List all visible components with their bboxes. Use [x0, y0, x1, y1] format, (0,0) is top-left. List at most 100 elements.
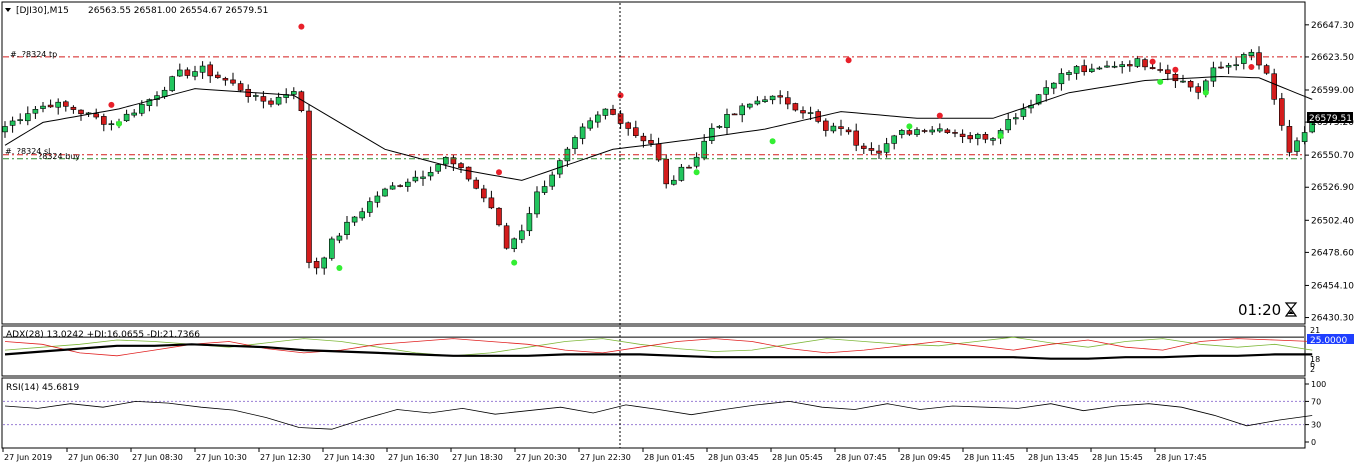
candle-body: [480, 188, 487, 199]
candle: [1165, 64, 1171, 81]
candle-body: [845, 129, 852, 133]
candle-body: [579, 126, 586, 139]
candle: [708, 123, 715, 144]
candle: [359, 207, 366, 221]
adx-line: [4, 343, 1313, 360]
candle: [1073, 64, 1080, 80]
adx-tick-label: 18: [1310, 355, 1320, 364]
candle-body: [724, 114, 730, 128]
candle-body: [1210, 67, 1217, 82]
candle-body: [974, 134, 981, 139]
candle: [351, 215, 358, 226]
red-fractal-marker: [617, 92, 624, 99]
candle-body: [24, 113, 31, 122]
candle: [344, 216, 350, 240]
candle: [2, 121, 8, 138]
candle-body: [108, 123, 115, 126]
candle: [914, 127, 920, 137]
candle-body: [549, 174, 556, 187]
price-tick-label: 26647.30: [1311, 21, 1354, 31]
candle: [830, 122, 837, 134]
rsi-plot-layer: [3, 400, 1313, 430]
candle-body: [321, 257, 328, 269]
candle-body: [746, 103, 753, 108]
candle: [442, 156, 449, 170]
candle-body: [693, 156, 700, 167]
collapse-triangle-icon[interactable]: [5, 8, 11, 12]
candle: [792, 102, 799, 112]
candle-body: [1127, 64, 1133, 67]
candle: [480, 184, 487, 203]
candle-body: [2, 126, 8, 133]
candle-body: [336, 235, 343, 241]
candle: [283, 88, 290, 104]
candle: [389, 182, 396, 190]
candle-body: [617, 113, 624, 124]
candle-body: [1005, 119, 1012, 131]
candle: [617, 110, 624, 129]
candle: [1043, 80, 1049, 102]
candle: [929, 126, 936, 135]
candle-body: [754, 100, 761, 105]
candle-body: [1149, 67, 1156, 70]
green-fractal-marker: [769, 138, 776, 145]
candle: [123, 109, 130, 122]
time-tick-label: 27 Jun 06:30: [68, 453, 119, 462]
candle: [328, 236, 335, 261]
candle: [678, 163, 685, 182]
candle: [1210, 61, 1217, 87]
time-tick-label: 28 Jun 15:45: [1092, 453, 1143, 462]
candle-body: [458, 163, 464, 168]
candle-body: [1225, 65, 1232, 68]
time-tick-label: 27 Jun 16:30: [388, 453, 439, 462]
candle-body: [686, 166, 692, 169]
candle: [169, 75, 175, 93]
candle-body: [306, 110, 312, 263]
candle-body: [55, 101, 62, 108]
candle: [1127, 60, 1133, 72]
candle-body: [982, 134, 989, 140]
candle: [1104, 60, 1110, 68]
candle: [230, 72, 236, 86]
time-tick-label: 28 Jun 17:45: [1156, 453, 1207, 462]
candle-body: [313, 261, 320, 269]
red-fractal-marker: [936, 112, 943, 119]
sl-label: #. ?8324 sl: [5, 147, 50, 156]
candle-body: [648, 140, 654, 144]
candle: [1089, 63, 1095, 73]
candle: [1142, 57, 1148, 71]
candle: [670, 175, 677, 186]
candle: [602, 108, 609, 120]
adx-tick-label: 21: [1310, 326, 1320, 335]
green-fractal-marker: [336, 265, 343, 272]
time-tick-label: 28 Jun 13:45: [1028, 453, 1079, 462]
candle-body: [830, 125, 837, 132]
red-fractal-marker: [496, 169, 502, 176]
candle: [101, 113, 107, 132]
candle-body: [967, 135, 974, 140]
candle: [784, 91, 791, 110]
candle: [1279, 92, 1285, 131]
candle-body: [496, 207, 502, 226]
candle: [549, 171, 556, 190]
candle-body: [32, 109, 39, 114]
candle: [936, 123, 943, 133]
candle: [17, 113, 24, 125]
candle: [336, 232, 343, 244]
candle: [921, 128, 928, 134]
candle-body: [404, 181, 411, 187]
candle: [1271, 68, 1277, 105]
time-tick-label: 28 Jun 07:45: [836, 453, 887, 462]
candle: [754, 96, 761, 106]
ohlc-header: 26563.55 26581.00 26554.67 26579.51: [88, 6, 268, 16]
rsi-panel-border: [1, 377, 1306, 449]
candle-body: [860, 145, 867, 149]
candle: [1241, 52, 1247, 70]
candle: [572, 135, 578, 155]
main-plot-layer: [2, 23, 1315, 275]
candle: [222, 76, 229, 86]
buy-label: ?8324 buy: [38, 152, 80, 161]
candle-body: [944, 129, 951, 133]
candle-body: [442, 157, 449, 165]
